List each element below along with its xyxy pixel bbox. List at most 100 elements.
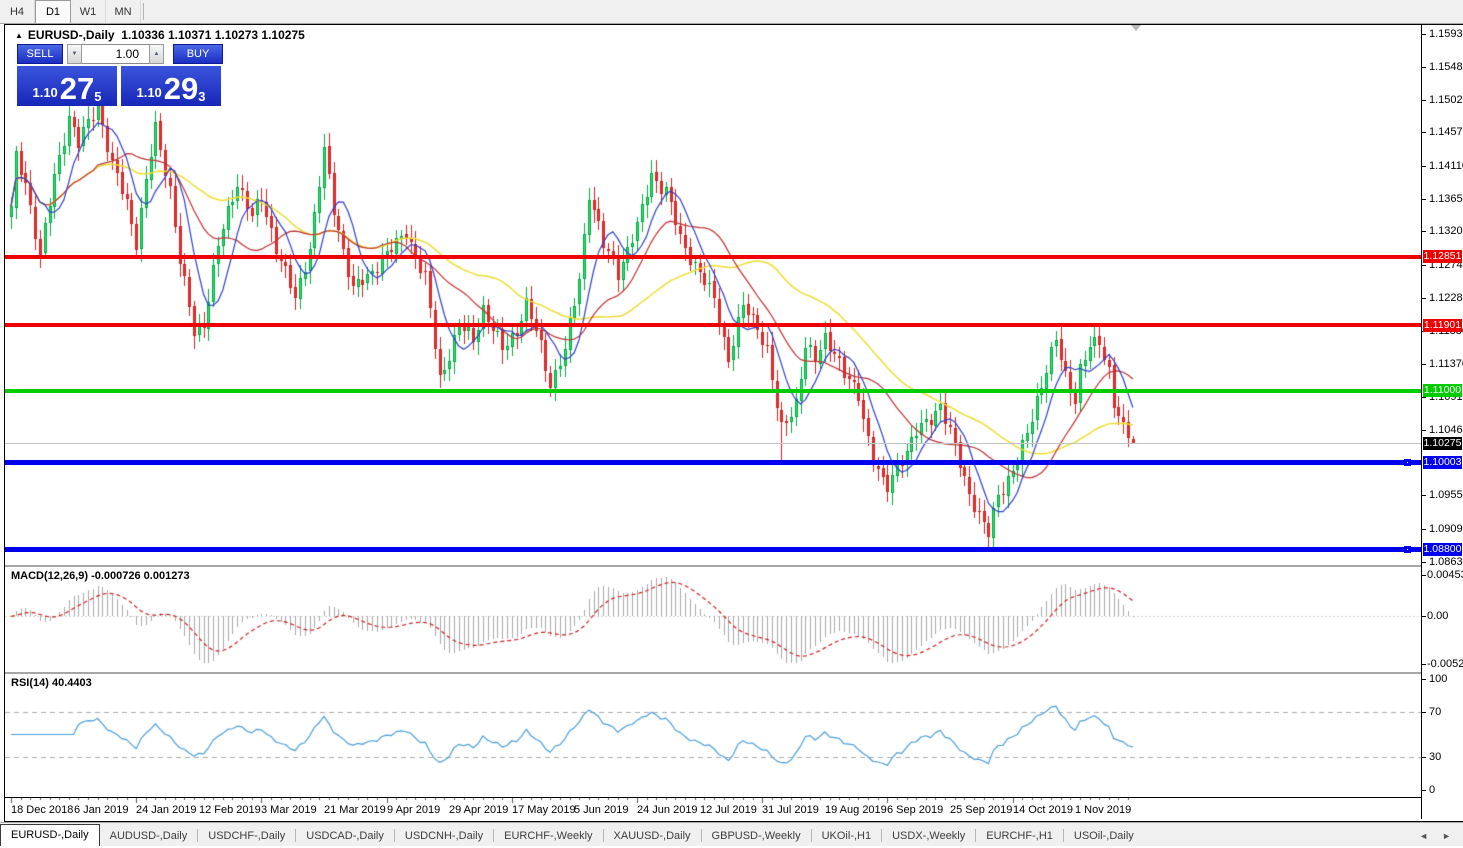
buy-price-big: 29 xyxy=(163,71,199,106)
timeframe-button-w1[interactable]: W1 xyxy=(71,0,106,23)
price-tick-label: 1.14110 xyxy=(1429,160,1463,172)
price-tick-label: 1.08630 xyxy=(1429,556,1463,568)
price-tick-label: 1.12280 xyxy=(1429,292,1463,304)
macd-tick xyxy=(1422,616,1426,617)
price-tick xyxy=(1422,199,1426,200)
tabs-scroll-left-icon[interactable]: ◄ xyxy=(1419,831,1429,841)
tab-separator xyxy=(295,829,297,842)
date-label: 3 Mar 2019 xyxy=(261,804,317,816)
macd-tick-label: -0.005205 xyxy=(1427,658,1463,670)
macd-indicator-canvas[interactable] xyxy=(5,567,1421,672)
collapse-trade-panel-icon[interactable]: ▲ xyxy=(15,31,23,40)
timeframe-button-h4[interactable]: H4 xyxy=(0,0,35,23)
date-label: 18 Dec 2018 xyxy=(11,804,74,816)
tab-usoil-daily[interactable]: USOil-,Daily xyxy=(1073,830,1134,842)
rsi-tick xyxy=(1422,790,1426,791)
sell-price-big: 27 xyxy=(59,71,95,106)
tab-eurchf-weekly[interactable]: EURCHF-,Weekly xyxy=(504,830,593,842)
resistance-line-2[interactable] xyxy=(5,323,1421,327)
date-label: 6 Sep 2019 xyxy=(887,804,944,816)
date-label: 24 Jun 2019 xyxy=(637,804,698,816)
chart-window: ▲ EURUSD-,Daily 1.10336 1.10371 1.10273 1… xyxy=(4,24,1463,822)
tab-usdcad-daily[interactable]: USDCAD-,Daily xyxy=(306,830,384,842)
chart-tab-bar: EURUSD-,Daily AUDUSD-,Daily USDCHF-,Daily U… xyxy=(0,822,1463,846)
chart-shift-marker-icon[interactable] xyxy=(1131,25,1141,31)
price-tick-label: 1.09550 xyxy=(1429,489,1463,501)
macd-tick xyxy=(1422,575,1426,576)
timeframe-toolbar: H4 D1 W1 MN xyxy=(0,0,1463,24)
rsi-tick-label: 0 xyxy=(1429,784,1436,796)
timeframe-button-mn[interactable]: MN xyxy=(106,0,141,23)
buy-price-display[interactable]: 1.10 29 3 xyxy=(121,66,221,106)
tab-separator xyxy=(393,829,395,842)
volume-increase-button[interactable]: ▲ xyxy=(149,44,164,64)
date-label: 29 Apr 2019 xyxy=(449,804,509,816)
date-label: 5 Jun 2019 xyxy=(574,804,629,816)
price-tick xyxy=(1422,67,1426,68)
tabs-scroll-right-icon[interactable]: ► xyxy=(1442,831,1451,841)
tab-ukoil-h1[interactable]: UKOil-,H1 xyxy=(821,830,872,842)
tab-usdcnh-daily[interactable]: USDCNH-,Daily xyxy=(404,830,484,842)
price-tick xyxy=(1422,231,1426,232)
resistance-1-price-label: 1.12851 xyxy=(1423,250,1462,263)
time-axis[interactable]: 18 Dec 2018 6 Jan 2019 24 Jan 2019 12 Feb 2… xyxy=(5,797,1462,820)
sell-price-prefix: 1.10 xyxy=(32,85,58,100)
price-axis[interactable]: 1.15930 1.15480 1.15020 1.14570 1.14110 1.136… xyxy=(1421,25,1463,819)
price-tick xyxy=(1422,495,1426,496)
volume-decrease-button[interactable]: ▼ xyxy=(67,44,82,64)
price-tick-label: 1.13650 xyxy=(1429,193,1463,205)
price-tick xyxy=(1422,298,1426,299)
price-tick xyxy=(1422,430,1426,431)
one-click-trading-panel: SELL ▼ 1.00 ▲ BUY 1.10 27 5 1.10 29 3 xyxy=(17,44,229,106)
tab-separator xyxy=(881,829,883,842)
panel-separator[interactable] xyxy=(5,565,1462,567)
price-tick-label: 1.15480 xyxy=(1429,61,1463,73)
sell-price-display[interactable]: 1.10 27 5 xyxy=(17,66,117,106)
date-label: 25 Sep 2019 xyxy=(950,804,1013,816)
tab-eurchf-h1[interactable]: EURCHF-,H1 xyxy=(986,830,1053,842)
panel-separator[interactable] xyxy=(5,672,1462,674)
price-tick-label: 1.15020 xyxy=(1429,94,1463,106)
price-tick xyxy=(1422,562,1426,563)
support-2-price-label: 1.08800 xyxy=(1423,543,1462,556)
support-line-1-handle[interactable] xyxy=(1404,459,1411,466)
buy-button[interactable]: BUY xyxy=(173,44,223,64)
pivot-price-label: 1.11000 xyxy=(1423,384,1462,397)
price-chart-canvas[interactable] xyxy=(5,25,1421,565)
chart-ohlc-values: 1.10336 1.10371 1.10273 1.10275 xyxy=(121,28,305,42)
date-label: 31 Jul 2019 xyxy=(762,804,819,816)
price-tick-label: 1.10460 xyxy=(1429,424,1463,436)
tab-xauusd-daily[interactable]: XAUUSD-,Daily xyxy=(613,830,691,842)
date-label: 9 Apr 2019 xyxy=(387,804,441,816)
resistance-line-1[interactable] xyxy=(5,255,1421,259)
rsi-tick xyxy=(1422,679,1426,680)
price-tick-label: 1.13200 xyxy=(1429,225,1463,237)
price-tick xyxy=(1422,132,1426,133)
support-1-price-label: 1.10003 xyxy=(1423,456,1462,469)
tab-usdx-weekly[interactable]: USDX-,Weekly xyxy=(892,830,966,842)
tab-separator xyxy=(493,829,495,842)
rsi-tick-label: 70 xyxy=(1429,706,1442,718)
support-line-1[interactable] xyxy=(5,460,1421,465)
support-line-2-handle[interactable] xyxy=(1404,546,1411,553)
sell-button[interactable]: SELL xyxy=(17,44,63,64)
buy-price-prefix: 1.10 xyxy=(136,85,162,100)
price-tick-label: 1.09090 xyxy=(1429,523,1463,535)
price-tick xyxy=(1422,265,1426,266)
tab-separator xyxy=(975,829,977,842)
volume-input[interactable]: 1.00 xyxy=(82,44,149,64)
date-label: 12 Jul 2019 xyxy=(700,804,757,816)
price-tick xyxy=(1422,100,1426,101)
current-price-line[interactable] xyxy=(5,443,1421,444)
tab-eurusd-daily[interactable]: EURUSD-,Daily xyxy=(0,824,100,846)
timeframe-button-d1[interactable]: D1 xyxy=(35,0,71,23)
tab-gbpusd-weekly[interactable]: GBPUSD-,Weekly xyxy=(711,830,801,842)
pivot-line[interactable] xyxy=(5,389,1421,393)
support-line-2[interactable] xyxy=(5,547,1421,552)
date-label: 19 Aug 2019 xyxy=(825,804,887,816)
tab-audusd-daily[interactable]: AUDUSD-,Daily xyxy=(109,830,188,842)
tab-usdchf-daily[interactable]: USDCHF-,Daily xyxy=(208,830,286,842)
tab-separator xyxy=(197,829,199,842)
rsi-indicator-canvas[interactable] xyxy=(5,674,1421,797)
